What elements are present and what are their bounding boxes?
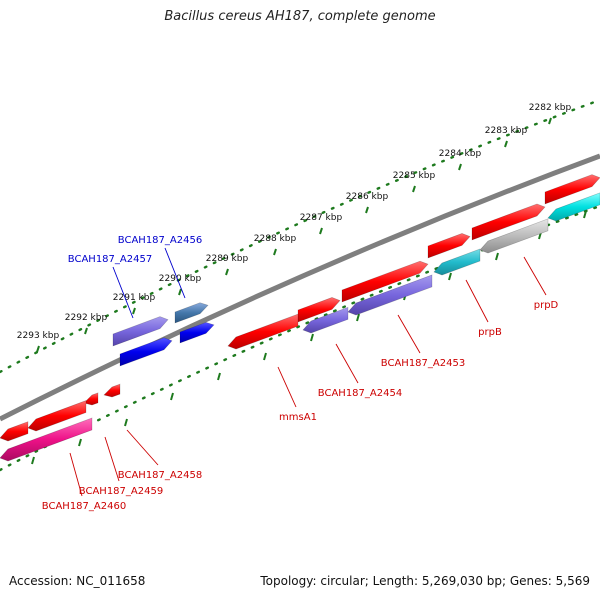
ruler-tick-mark [84, 327, 88, 335]
cds-feature-blue[interactable] [179, 322, 215, 344]
cds-feature[interactable] [341, 260, 429, 303]
gene-label[interactable]: BCAH187_A2453 [381, 358, 465, 369]
cds-feature-blue[interactable] [119, 337, 173, 367]
gene-label[interactable]: prpD [534, 300, 559, 311]
ruler-tick-mark [31, 456, 35, 465]
gene-label-leader-line [112, 266, 134, 319]
ruler-tick-mark [132, 307, 136, 315]
ruler-tick-mark [310, 333, 314, 342]
genome-backbone [0, 153, 600, 422]
ruler-tick-label: 2290 kbp [159, 274, 202, 284]
ruler-tick-label: 2292 kbp [65, 313, 108, 323]
ruler-tick-label: 2286 kbp [346, 192, 389, 202]
ruler-tick-label: 2288 kbp [254, 234, 297, 244]
gene-label[interactable]: BCAH187_A2458 [118, 470, 202, 481]
cds-feature[interactable] [103, 383, 121, 398]
ruler-tick-mark [412, 185, 416, 193]
cds-feature-cyan[interactable] [547, 192, 600, 222]
cds-feature-purple[interactable] [112, 316, 169, 347]
ruler-tick-mark [78, 438, 82, 447]
ruler-tick-mark [36, 345, 40, 353]
gene-label[interactable]: BCAH187_A2454 [318, 388, 402, 399]
cds-feature[interactable] [471, 203, 546, 241]
ruler-tick-mark [583, 210, 587, 219]
ruler-tick-mark [504, 140, 508, 148]
ruler-tick-mark [356, 313, 360, 322]
gene-label[interactable]: mmsA1 [279, 412, 317, 423]
cds-feature-steel[interactable] [174, 302, 209, 324]
ruler-tick-label: 2291 kbp [113, 293, 156, 303]
gene-label-leader-line [69, 452, 83, 497]
ruler-tick-mark [178, 288, 182, 296]
ruler-tick-mark [365, 206, 369, 214]
cds-feature-teal[interactable] [433, 248, 481, 276]
gene-label-leader-line [277, 366, 297, 408]
gene-label[interactable]: BCAH187_A2456 [118, 235, 202, 246]
ruler-tick-mark [225, 268, 229, 276]
ruler-tick-mark [319, 227, 323, 235]
gene-labels: BCAH187_A2456 BCAH187_A2457 prpD prpB BCAH18… [42, 235, 559, 512]
ruler-tick-mark [124, 418, 128, 427]
gene-label-leader-line [104, 436, 120, 482]
cds-feature-purple[interactable] [302, 306, 349, 334]
gene-label[interactable]: prpB [478, 327, 502, 338]
ruler-tick-mark [458, 163, 462, 171]
ruler-tick-label: 2289 kbp [206, 254, 249, 264]
ruler-tick-label: 2284 kbp [439, 149, 482, 159]
cds-feature[interactable] [0, 421, 29, 442]
cds-feature-pink[interactable] [0, 417, 93, 462]
cds-feature[interactable] [427, 233, 471, 259]
gene-label-leader-line [465, 279, 489, 323]
gene-label-leader-line [164, 247, 186, 299]
cds-feature[interactable] [544, 174, 600, 205]
accession-text: Accession: NC_011658 [9, 574, 146, 588]
ruler-tick-mark [495, 252, 499, 261]
cds-feature-gray[interactable] [479, 218, 549, 254]
ruler-tick-label: 2285 kbp [393, 171, 436, 181]
ruler-tick-mark [448, 272, 452, 281]
gene-features[interactable] [0, 174, 600, 462]
cds-feature-purple[interactable] [347, 274, 433, 316]
ruler-tick-mark [170, 392, 174, 401]
ruler-tick-label: 2283 kbp [485, 126, 528, 136]
gene-label[interactable]: BCAH187_A2460 [42, 501, 126, 512]
gene-label[interactable]: BCAH187_A2459 [79, 486, 163, 497]
gene-label-leader-line [335, 343, 359, 384]
ruler-tick-label: 2287 kbp [300, 213, 343, 223]
ruler-tick-mark [217, 372, 221, 381]
ruler-ticks: 2282 kbp 2283 kbp 2284 kbp 2285 kbp 2286 kbp… [17, 103, 587, 465]
genome-title: Bacillus cereus AH187, complete genome [164, 9, 436, 24]
cds-feature[interactable] [27, 400, 87, 432]
cds-feature[interactable] [227, 313, 299, 350]
cds-feature[interactable] [83, 392, 99, 406]
ruler-dotted-arc [0, 98, 600, 374]
ruler-tick-label: 2293 kbp [17, 331, 60, 341]
gene-label-leader-line [397, 314, 421, 354]
ruler-tick-mark [263, 352, 267, 361]
gene-label-leader-line [523, 256, 547, 296]
gene-label-leader-line [126, 429, 159, 466]
ruler-tick-label: 2282 kbp [529, 103, 572, 113]
ruler-tick-mark [273, 248, 277, 256]
gene-label[interactable]: BCAH187_A2457 [68, 254, 152, 265]
genome-summary-text: Topology: circular; Length: 5,269,030 bp… [260, 574, 590, 588]
ruler-tick-mark [548, 117, 552, 125]
